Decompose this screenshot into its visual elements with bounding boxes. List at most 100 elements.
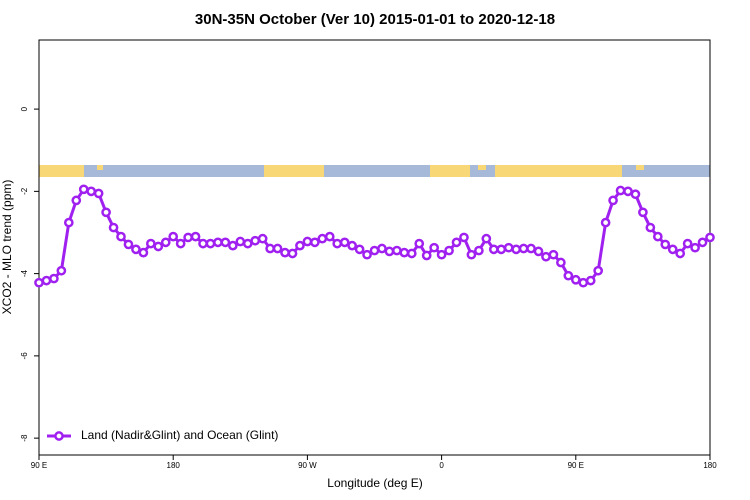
data-point bbox=[302, 236, 313, 247]
data-point bbox=[93, 188, 104, 199]
data-point bbox=[556, 257, 566, 268]
data-point bbox=[78, 184, 89, 195]
data-point bbox=[563, 270, 574, 281]
data-point bbox=[436, 249, 447, 260]
x-axis-label: Longitude (deg E) bbox=[327, 476, 422, 490]
data-point bbox=[183, 232, 193, 243]
data-point bbox=[295, 240, 305, 251]
legend-item: Land (Nadir&Glint) and Ocean (Glint) bbox=[47, 428, 278, 442]
data-point bbox=[406, 248, 417, 259]
data-point bbox=[354, 244, 365, 255]
data-point bbox=[235, 236, 246, 247]
data-point bbox=[645, 222, 656, 233]
data-point bbox=[310, 237, 320, 248]
data-point bbox=[384, 246, 395, 257]
x-tick-label: 90 W bbox=[298, 461, 317, 470]
data-point bbox=[451, 237, 462, 248]
data-point bbox=[533, 246, 544, 257]
data-point bbox=[108, 222, 119, 233]
data-point bbox=[63, 217, 74, 228]
data-point bbox=[101, 207, 111, 218]
data-point bbox=[414, 238, 425, 249]
x-tick-label: 90 E bbox=[568, 461, 584, 470]
plot-frame bbox=[38, 39, 711, 456]
data-point bbox=[705, 232, 715, 243]
data-point bbox=[630, 189, 641, 200]
data-point bbox=[481, 233, 492, 244]
data-point bbox=[213, 237, 223, 248]
x-tick-label: 180 bbox=[703, 461, 717, 470]
data-point bbox=[399, 247, 410, 258]
data-point bbox=[548, 249, 559, 260]
data-point bbox=[250, 235, 261, 246]
data-point bbox=[71, 195, 82, 206]
data-point bbox=[593, 265, 604, 276]
chart-title: 30N-35N October (Ver 10) 2015-01-01 to 2… bbox=[195, 11, 555, 28]
data-point bbox=[459, 232, 469, 243]
data-point bbox=[138, 247, 149, 258]
data-point bbox=[145, 238, 156, 249]
y-tick-label: -6 bbox=[20, 352, 29, 360]
data-point bbox=[429, 242, 439, 253]
data-point bbox=[675, 248, 686, 259]
legend-swatch-marker bbox=[54, 431, 64, 441]
y-axis-label: XCO2 - MLO trend (ppm) bbox=[0, 180, 14, 315]
data-point bbox=[541, 251, 551, 262]
data-point bbox=[220, 237, 231, 248]
data-point bbox=[339, 237, 350, 248]
data-point bbox=[190, 231, 201, 242]
data-point bbox=[578, 277, 589, 288]
data-point bbox=[242, 238, 253, 249]
data-point bbox=[496, 244, 507, 255]
data-point bbox=[34, 277, 44, 288]
data-point bbox=[652, 231, 663, 242]
data-point bbox=[160, 237, 171, 248]
y-tick-label: -2 bbox=[20, 187, 29, 195]
data-point bbox=[86, 186, 97, 197]
y-tick-label: 0 bbox=[20, 106, 29, 111]
data-point bbox=[518, 243, 529, 254]
data-point bbox=[660, 239, 671, 250]
data-point bbox=[444, 245, 454, 256]
data-point bbox=[690, 242, 700, 253]
data-point bbox=[168, 231, 179, 242]
data-point bbox=[638, 207, 648, 218]
data-point bbox=[123, 239, 134, 250]
data-point bbox=[205, 238, 216, 249]
data-point bbox=[511, 244, 522, 255]
data-point bbox=[392, 245, 402, 256]
x-tick-label: 90 E bbox=[31, 461, 47, 470]
data-point bbox=[257, 233, 268, 244]
data-point bbox=[474, 245, 484, 256]
land-ocean-strip bbox=[39, 165, 710, 177]
data-point bbox=[324, 231, 335, 242]
data-point bbox=[116, 231, 126, 242]
data-point bbox=[362, 249, 372, 260]
y-tick-label: -4 bbox=[20, 270, 29, 278]
data-point bbox=[41, 275, 52, 286]
data-point bbox=[198, 238, 208, 249]
data-point bbox=[49, 273, 59, 284]
data-point bbox=[488, 244, 499, 255]
data-point bbox=[615, 185, 626, 196]
data-point bbox=[585, 275, 596, 286]
data-point bbox=[682, 238, 693, 249]
data-point bbox=[377, 243, 387, 254]
data-point bbox=[287, 248, 298, 259]
data-point bbox=[421, 250, 432, 261]
data-point bbox=[175, 238, 186, 249]
data-point bbox=[227, 240, 238, 251]
data-point bbox=[466, 249, 477, 260]
data-point bbox=[600, 217, 611, 228]
legend-label: Land (Nadir&Glint) and Ocean (Glint) bbox=[81, 428, 278, 442]
data-point bbox=[369, 245, 380, 256]
data-point bbox=[570, 274, 581, 285]
data-point bbox=[623, 186, 633, 197]
x-tick-label: 180 bbox=[167, 461, 181, 470]
x-tick-label: 0 bbox=[439, 461, 444, 470]
data-point bbox=[131, 244, 141, 255]
data-point bbox=[153, 241, 164, 252]
data-point bbox=[503, 242, 514, 253]
data-point bbox=[280, 247, 290, 258]
